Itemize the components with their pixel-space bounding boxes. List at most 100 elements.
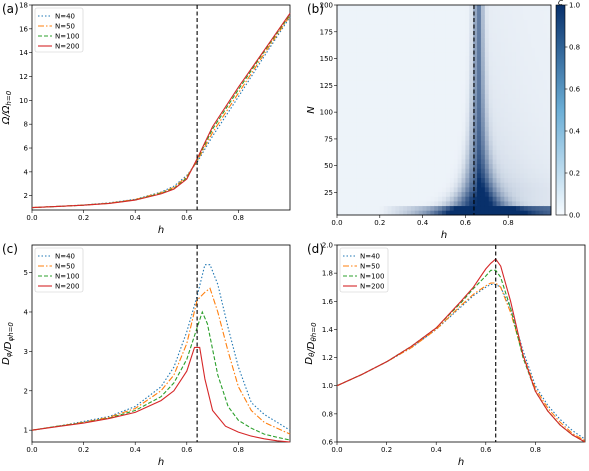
colorbar bbox=[555, 4, 566, 216]
x-tick-label: 0.0 bbox=[331, 446, 342, 454]
panel-a: (a) 0.0 0.2 0.4 0.6 0.8 2 4 6 8 10 12 14 16 18 h Ω/Ωh=0 N… bbox=[1, 2, 291, 236]
x-tick-label: 0.4 bbox=[431, 446, 443, 454]
legend-entry: N=40 bbox=[55, 253, 75, 261]
x-axis-label: h bbox=[158, 457, 164, 468]
x-tick-label: 0.8 bbox=[233, 214, 244, 222]
colorbar-tick-label: 0.4 bbox=[569, 128, 581, 136]
series-line-n-50 bbox=[336, 282, 586, 442]
y-tick-label: 100 bbox=[320, 109, 333, 117]
x-tick-label: 0.2 bbox=[381, 446, 392, 454]
legend-entry: N=40 bbox=[360, 253, 380, 261]
y-tick-label: 125 bbox=[320, 82, 333, 90]
y-tick-label: 16 bbox=[19, 25, 28, 33]
y-tick-label: 2.0 bbox=[322, 242, 333, 250]
panel-label: (a) bbox=[2, 2, 19, 16]
x-tick-label: 0.2 bbox=[374, 219, 385, 227]
panel-label: (c) bbox=[2, 242, 18, 256]
x-tick-label: 0.8 bbox=[503, 219, 514, 227]
series-line-n-40 bbox=[31, 16, 291, 209]
legend-entry: N=50 bbox=[55, 263, 75, 271]
y-tick-label: 75 bbox=[324, 135, 333, 143]
x-tick-label: 0.6 bbox=[181, 214, 193, 222]
x-axis-label: h bbox=[158, 225, 164, 236]
x-tick-label: 0.0 bbox=[26, 214, 37, 222]
y-tick-label: 14 bbox=[19, 49, 28, 57]
heatmap-cells bbox=[337, 5, 552, 216]
x-tick-label: 0.6 bbox=[181, 446, 193, 454]
x-tick-label: 0.0 bbox=[331, 219, 342, 227]
y-axis-label: Ω/Ωh=0 bbox=[1, 90, 13, 125]
x-tick-label: 0.2 bbox=[78, 446, 89, 454]
y-tick-label: 1 bbox=[24, 427, 28, 435]
legend-entry: N=50 bbox=[55, 23, 75, 31]
x-tick-label: 0.6 bbox=[480, 446, 492, 454]
y-tick-label: 2 bbox=[24, 387, 28, 395]
legend-entry: N=200 bbox=[55, 283, 79, 291]
legend: N=40 N=50 N=100 N=200 bbox=[34, 247, 84, 293]
y-tick-label: 200 bbox=[320, 2, 333, 10]
y-tick-label: 10 bbox=[19, 97, 28, 105]
y-tick-label: 175 bbox=[320, 28, 333, 36]
colorbar-tick-label: 1.0 bbox=[569, 2, 580, 10]
legend-entry: N=50 bbox=[360, 263, 380, 271]
y-tick-label: 12 bbox=[19, 73, 28, 81]
axes-frame bbox=[31, 244, 291, 443]
series-line-n-50 bbox=[31, 287, 291, 435]
y-tick-label: 4 bbox=[24, 168, 29, 176]
x-tick-label: 0.4 bbox=[130, 446, 142, 454]
legend-entry: N=40 bbox=[55, 13, 75, 21]
y-axis-label: N bbox=[306, 106, 317, 114]
panel-b: (b) 0.0 0.2 0.4 0.6 0.8 1.0 C 0.0 0.2 0.4 0.6 0.8 25 5… bbox=[306, 0, 581, 241]
y-tick-label: 3 bbox=[24, 348, 28, 356]
x-tick-label: 0.8 bbox=[233, 446, 244, 454]
y-tick-label: 1.6 bbox=[322, 298, 334, 306]
series-line-n-40 bbox=[31, 264, 291, 431]
legend-entry: N=200 bbox=[55, 43, 79, 51]
y-tick-label: 50 bbox=[324, 162, 333, 170]
colorbar-tick-label: 0.6 bbox=[569, 86, 581, 94]
x-tick-label: 0.8 bbox=[530, 446, 541, 454]
y-tick-label: 1.4 bbox=[322, 326, 334, 334]
panel-c: (c) 0.0 0.2 0.4 0.6 0.8 1 2 3 4 5 h Dφ/Dφh=0 N=40 N=50… bbox=[1, 242, 291, 468]
series-line-n-100 bbox=[336, 269, 586, 443]
legend: N=40 N=50 N=100 N=200 bbox=[339, 247, 389, 293]
y-tick-label: 4 bbox=[24, 308, 29, 316]
axes-frame bbox=[336, 244, 586, 443]
y-axis-label: Dθ/Dθh=0 bbox=[304, 322, 318, 365]
x-axis-label: h bbox=[441, 230, 447, 241]
x-tick-label: 0.6 bbox=[460, 219, 472, 227]
x-axis-label: h bbox=[458, 457, 464, 468]
y-tick-label: 150 bbox=[320, 55, 333, 63]
series-line-n-200 bbox=[31, 346, 291, 443]
y-tick-label: 0.8 bbox=[322, 410, 333, 418]
y-tick-label: 18 bbox=[19, 2, 28, 10]
axes-frame bbox=[31, 4, 291, 211]
y-axis-label: Dφ/Dφh=0 bbox=[1, 322, 15, 365]
y-tick-label: 6 bbox=[24, 145, 29, 153]
y-tick-label: 0.6 bbox=[322, 439, 334, 447]
colorbar-tick-label: 0.8 bbox=[569, 44, 580, 52]
legend-entry: N=100 bbox=[55, 273, 79, 281]
y-tick-label: 25 bbox=[324, 189, 333, 197]
colorbar-tick-label: 0.0 bbox=[569, 212, 580, 220]
y-tick-label: 1.0 bbox=[322, 382, 333, 390]
series-line-n-100 bbox=[31, 310, 291, 441]
y-tick-label: 1.8 bbox=[322, 270, 333, 278]
x-tick-label: 0.2 bbox=[78, 214, 89, 222]
axes-frame bbox=[336, 4, 552, 216]
x-tick-label: 0.4 bbox=[130, 214, 142, 222]
colorbar-tick-label: 0.2 bbox=[569, 170, 580, 178]
legend-entry: N=100 bbox=[55, 33, 79, 41]
panel-label: (d) bbox=[307, 242, 324, 256]
y-tick-label: 5 bbox=[24, 269, 28, 277]
legend-entry: N=200 bbox=[360, 283, 384, 291]
panel-label: (b) bbox=[307, 2, 324, 16]
y-tick-label: 2 bbox=[24, 192, 28, 200]
panel-d: (d) 0.0 0.2 0.4 0.6 0.8 0.6 0.8 1.0 1.2 1.4 1.6 1.8 2… bbox=[304, 242, 586, 468]
series-line-n-200 bbox=[31, 12, 291, 209]
legend: N=40 N=50 N=100 N=200 bbox=[34, 7, 84, 53]
legend-entry: N=100 bbox=[360, 273, 384, 281]
x-tick-label: 0.0 bbox=[26, 446, 37, 454]
series-line-n-40 bbox=[336, 283, 586, 440]
